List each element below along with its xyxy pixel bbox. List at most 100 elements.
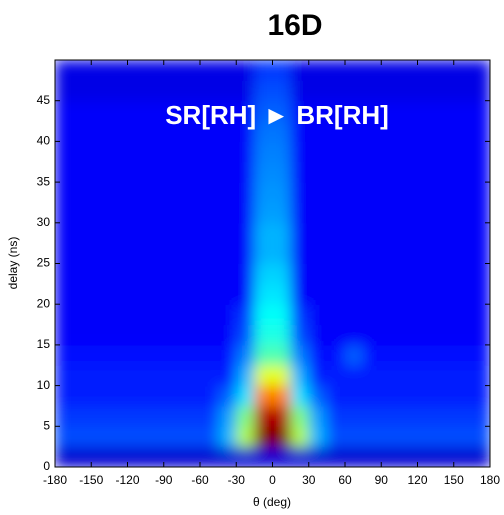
x-tick-label: 30 [302,473,316,487]
heatmap-cell [55,182,74,203]
heatmap-cell [381,121,400,142]
x-tick-label: 150 [444,473,464,487]
heatmap-cell [345,426,364,448]
heatmap-cell [471,121,490,142]
x-tick-label: 0 [269,473,276,487]
heatmap-cell [236,80,255,102]
heatmap-cell [236,405,255,427]
heatmap-cell [163,446,183,467]
heatmap-cell [200,243,219,264]
heatmap-cell [55,344,74,366]
heatmap-cell [91,426,110,448]
heatmap-cell [55,100,74,122]
x-tick-label: 180 [480,473,500,487]
heatmap-cell [127,222,147,244]
heatmap-cell [254,304,273,326]
heatmap-cell [109,283,128,305]
chart-title: 16D [267,9,322,42]
heatmap-cell [326,385,346,407]
heatmap-cell [145,202,165,224]
heatmap-cell [363,182,382,203]
heatmap-cell [381,60,400,81]
heatmap-cell [381,385,400,407]
heatmap-cell [73,263,92,285]
heatmap-cell [381,283,400,305]
heatmap-cell [399,283,418,305]
heatmap-cell [272,243,292,264]
heatmap-cell [345,202,364,224]
heatmap-cell [453,344,473,366]
heatmap-cell [181,182,201,203]
heatmap-cell [55,324,74,346]
heatmap-cell [127,121,147,142]
heatmap-cell [91,80,110,102]
heatmap-cell [290,324,310,346]
heatmap-cell [55,161,74,183]
heatmap-cell [254,344,273,366]
heatmap-cell [181,222,201,244]
heatmap-cell [326,222,346,244]
heatmap-cell [435,121,455,142]
heatmap-cell [145,324,165,346]
heatmap-cell [109,121,128,142]
heatmap-cell [145,283,165,305]
heatmap-cell [181,405,201,427]
heatmap-cell [417,446,437,467]
heatmap-cell [453,100,473,122]
heatmap-cell [163,100,183,122]
heatmap-cell [145,426,165,448]
heatmap-cell [453,161,473,183]
heatmap-cell [181,243,201,264]
heatmap-cell [55,202,74,224]
heatmap-cell [399,385,418,407]
heatmap-cell [453,365,473,387]
heatmap-cell [399,202,418,224]
heatmap-cell [200,60,219,81]
heatmap-cell [399,344,418,366]
heatmap-cell [127,446,147,467]
heatmap-cell [381,365,400,387]
heatmap-cell [326,405,346,427]
heatmap-cell [181,100,201,122]
heatmap-cell [471,243,490,264]
heatmap-cell [435,263,455,285]
heatmap-cell [471,324,490,346]
heatmap-cell [363,202,382,224]
heatmap-cell [73,324,92,346]
heatmap-cell [363,446,382,467]
heatmap-cell [109,324,128,346]
heatmap-cell [73,80,92,102]
heatmap-cell [363,344,382,366]
heatmap-cell [236,344,255,366]
heatmap-cell [435,365,455,387]
heatmap-cell [73,161,92,183]
heatmap-cell [471,426,490,448]
heatmap-cell [308,182,328,203]
heatmap-cell [163,344,183,366]
heatmap-cell [272,100,292,122]
heatmap-cell [55,426,74,448]
heatmap-cell [73,344,92,366]
heatmap-cell [55,263,74,285]
x-tick-label: -120 [115,473,139,487]
heatmap-cell [109,60,128,81]
heatmap-cell [181,80,201,102]
annotation: SR[RH] ► BR[RH] [165,100,389,130]
heatmap-cell [471,222,490,244]
heatmap-cell [163,304,183,326]
heatmap-cell [109,304,128,326]
heatmap-cell [399,100,418,122]
heatmap-cell [218,263,237,285]
heatmap-cell [127,426,147,448]
heatmap-cell [326,60,346,81]
heatmap-cell [218,446,237,467]
heatmap-cell [308,304,328,326]
heatmap-cell [399,446,418,467]
heatmap-cell [453,222,473,244]
heatmap-cell [417,60,437,81]
heatmap-cell [326,324,346,346]
heatmap-cell [272,161,292,183]
heatmap-cell [363,426,382,448]
heatmap-cell [254,365,273,387]
heatmap-cell [145,100,165,122]
